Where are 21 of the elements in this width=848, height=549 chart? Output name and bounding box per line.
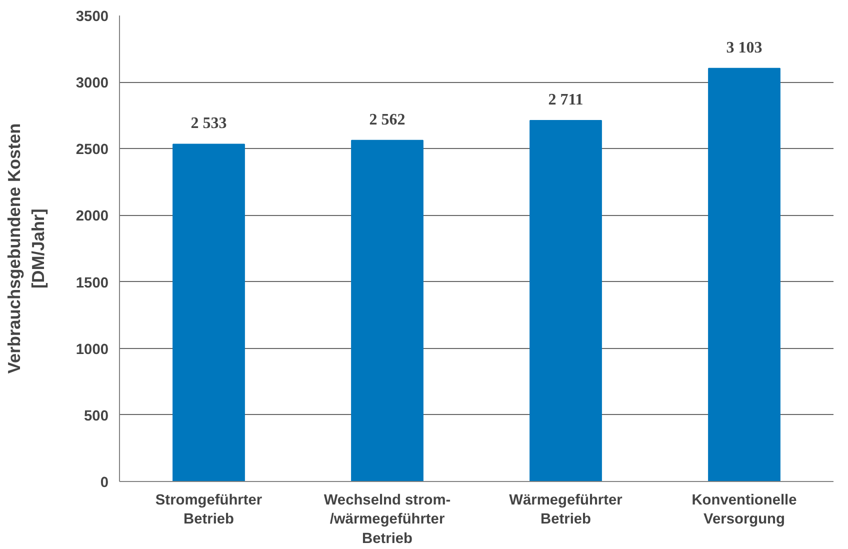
y-tick-label: 2500 xyxy=(76,142,109,158)
y-tick-label: 1500 xyxy=(76,275,109,292)
x-tick-label: Stromgeführter Betrieb xyxy=(155,492,262,528)
bar xyxy=(708,68,780,482)
data-label: 2 711 xyxy=(548,92,584,109)
bar xyxy=(530,120,602,482)
y-tick-label: 2000 xyxy=(76,208,109,225)
data-label: 3 103 xyxy=(726,39,762,56)
y-tick-label: 500 xyxy=(84,408,109,424)
x-tick-label: Wechselnd strom- /wärmegeführter Betrieb xyxy=(324,492,451,547)
data-label: 2 533 xyxy=(190,115,227,132)
y-tick-label: 1000 xyxy=(76,342,109,358)
x-tick-label: Konventionelle Versorgung xyxy=(692,492,797,528)
bar xyxy=(172,144,245,482)
data-label: 2 562 xyxy=(369,111,406,128)
bar xyxy=(351,140,424,482)
y-axis-title: Verbrauchsgebundene Kosten [DM/Jahr] xyxy=(4,123,48,374)
y-tick-label: 3500 xyxy=(76,9,109,25)
y-tick-label: 3000 xyxy=(76,76,109,92)
y-tick-label: 0 xyxy=(100,475,109,491)
x-tick-label: Wärmegeführter Betrieb xyxy=(509,492,623,528)
